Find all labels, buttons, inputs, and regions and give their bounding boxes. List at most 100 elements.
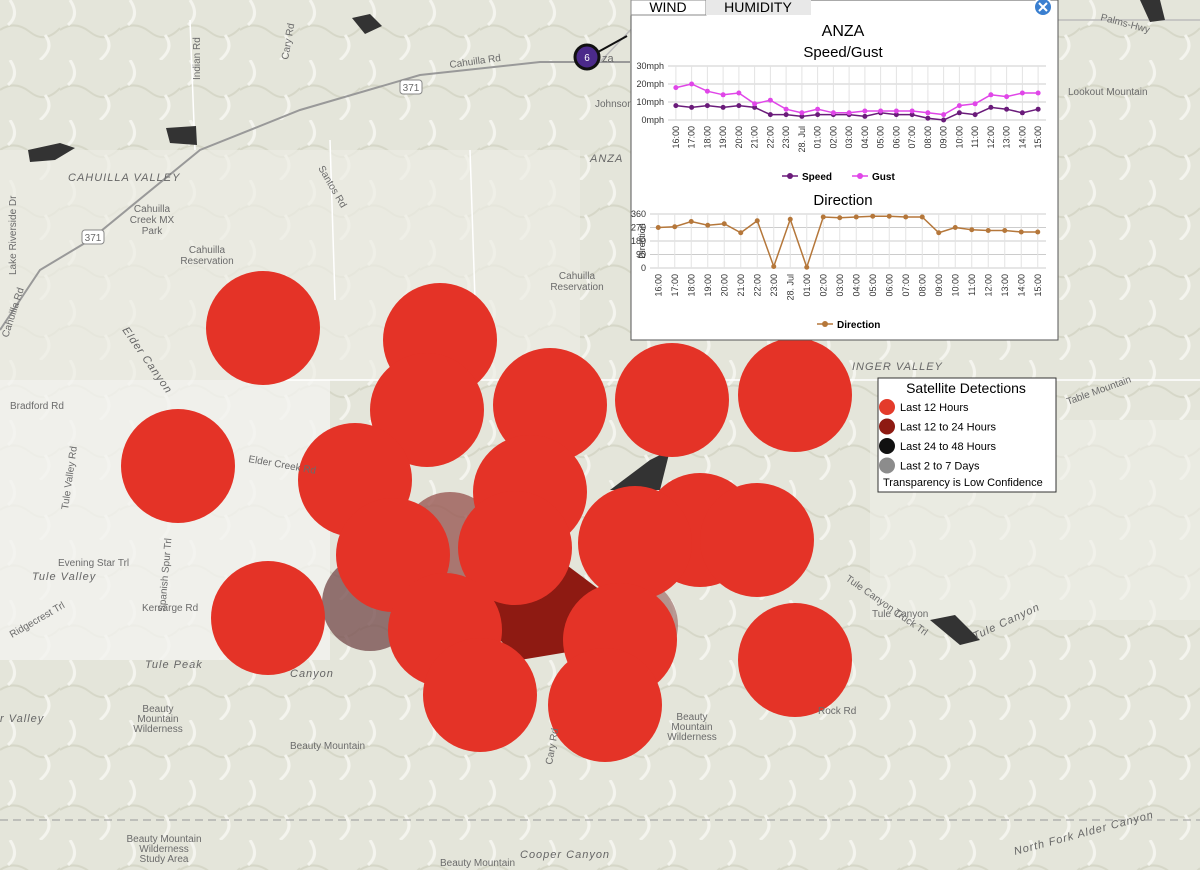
legend-label: Direction — [837, 320, 880, 331]
y-tick-label: 90 — [636, 250, 646, 260]
x-tick-label: 19:00 — [703, 274, 713, 297]
place-label: Cahuilla Reservation — [180, 245, 233, 267]
legend-swatch — [879, 399, 895, 415]
x-tick-label: 03:00 — [835, 274, 845, 297]
data-point — [903, 214, 909, 220]
label-line: Mountain — [137, 714, 178, 725]
y-tick-label: 270 — [631, 223, 646, 233]
place-label: Tule Valley — [32, 571, 97, 583]
place-label: Lookout Mountain — [1068, 87, 1148, 98]
data-point — [909, 108, 915, 114]
place-label: Cahuilla Reservation — [550, 271, 603, 293]
x-tick-label: 23:00 — [781, 126, 791, 149]
x-tick-label: 09:00 — [934, 274, 944, 297]
fire-detections-recent — [121, 271, 852, 762]
x-tick-label: 05:00 — [876, 126, 886, 149]
legend-label: Last 12 to 24 Hours — [900, 422, 997, 434]
legend-label: Gust — [872, 172, 895, 183]
x-tick-label: 13:00 — [1000, 274, 1010, 297]
place-label: CAHUILLA VALLEY — [68, 172, 180, 184]
popup-title: ANZA — [822, 23, 865, 40]
route-label: 371 — [85, 233, 102, 244]
x-tick-label: 11:00 — [967, 274, 977, 296]
marker[interactable] — [573, 43, 601, 71]
detection — [578, 486, 692, 600]
tab[interactable] — [706, 0, 811, 15]
data-point — [736, 90, 742, 96]
data-point — [704, 103, 710, 109]
x-tick-label: 06:00 — [891, 126, 901, 149]
station-marker[interactable]: 6 — [573, 35, 628, 71]
data-point — [815, 112, 821, 118]
x-tick-label: 06:00 — [884, 274, 894, 297]
detections-legend: Satellite Detections Transparency is Low… — [877, 377, 1057, 493]
road-label: Lake Riverside Dr — [8, 195, 19, 275]
y-tick-label: 180 — [631, 236, 646, 246]
data-point — [783, 106, 789, 112]
data-point — [988, 104, 994, 110]
detection — [738, 338, 852, 452]
place-label: Beauty Mountain — [290, 741, 365, 752]
x-tick-label: 02:00 — [828, 126, 838, 149]
data-point — [1035, 229, 1041, 235]
tab-label[interactable]: HUMIDITY — [724, 0, 792, 15]
tab-label[interactable]: WIND — [649, 0, 686, 15]
data-point — [909, 112, 915, 118]
data-point — [704, 88, 710, 94]
label-line: Creek MX — [130, 215, 175, 226]
data-point — [815, 106, 821, 112]
x-tick-label: 08:00 — [923, 126, 933, 149]
series-line — [675, 83, 1039, 116]
legend-marker — [787, 173, 793, 179]
place-label: Tule Canyon — [872, 609, 928, 620]
marker-label: 6 — [584, 53, 590, 64]
data-point — [689, 81, 695, 87]
data-point — [1002, 228, 1008, 233]
weather-popup: WIND HUMIDITY ANZA Speed/Gust 0mph 10mph 20… — [630, 0, 1059, 341]
x-tick-label: 20:00 — [734, 126, 744, 149]
data-point — [1035, 90, 1041, 96]
data-point — [705, 222, 711, 228]
data-point — [767, 97, 773, 103]
place-label: Cahuilla Creek MX Park — [130, 204, 175, 237]
data-point — [720, 104, 726, 110]
y-tick-label: 360 — [631, 209, 646, 219]
y-tick-label: 0 — [641, 263, 646, 273]
legend-label: Last 12 Hours — [900, 402, 969, 414]
data-point — [969, 227, 975, 233]
legend-marker — [822, 321, 828, 327]
x-tick-label: 04:00 — [851, 274, 861, 297]
data-point — [956, 110, 962, 116]
y-tick-label: 10mph — [636, 97, 664, 107]
data-point — [783, 112, 789, 118]
data-point — [988, 92, 994, 98]
x-tick-label: 17:00 — [670, 274, 680, 297]
data-point — [689, 104, 695, 110]
data-point — [738, 230, 744, 236]
close-icon — [1038, 2, 1048, 12]
x-tick-label: 03:00 — [844, 126, 854, 149]
legend-title: Satellite Detections — [906, 380, 1026, 396]
x-tick-label: 04:00 — [860, 126, 870, 149]
x-tick-label: 22:00 — [752, 274, 762, 297]
x-tick-label: 09:00 — [939, 126, 949, 149]
y-axis-label: Direction — [637, 223, 647, 259]
detection — [211, 561, 325, 675]
x-tick-label: 16:00 — [653, 274, 663, 297]
data-point — [1019, 110, 1025, 116]
data-point — [1004, 106, 1010, 112]
x-tick-label: 21:00 — [736, 274, 746, 297]
x-tick-label: 28. Jul — [797, 126, 807, 153]
label-line: Cahuilla — [189, 245, 226, 256]
label-line: Mountain — [671, 722, 712, 733]
x-tick-label: 23:00 — [769, 274, 779, 297]
x-tick-label: 12:00 — [986, 126, 996, 149]
x-tick-label: 14:00 — [1017, 126, 1027, 149]
data-point — [1035, 106, 1041, 112]
legend-label: Last 2 to 7 Days — [900, 461, 980, 473]
y-tick-label: 20mph — [636, 79, 664, 89]
x-tick-label: 07:00 — [901, 274, 911, 297]
detection — [206, 271, 320, 385]
data-point — [754, 218, 760, 224]
data-point — [972, 101, 978, 107]
